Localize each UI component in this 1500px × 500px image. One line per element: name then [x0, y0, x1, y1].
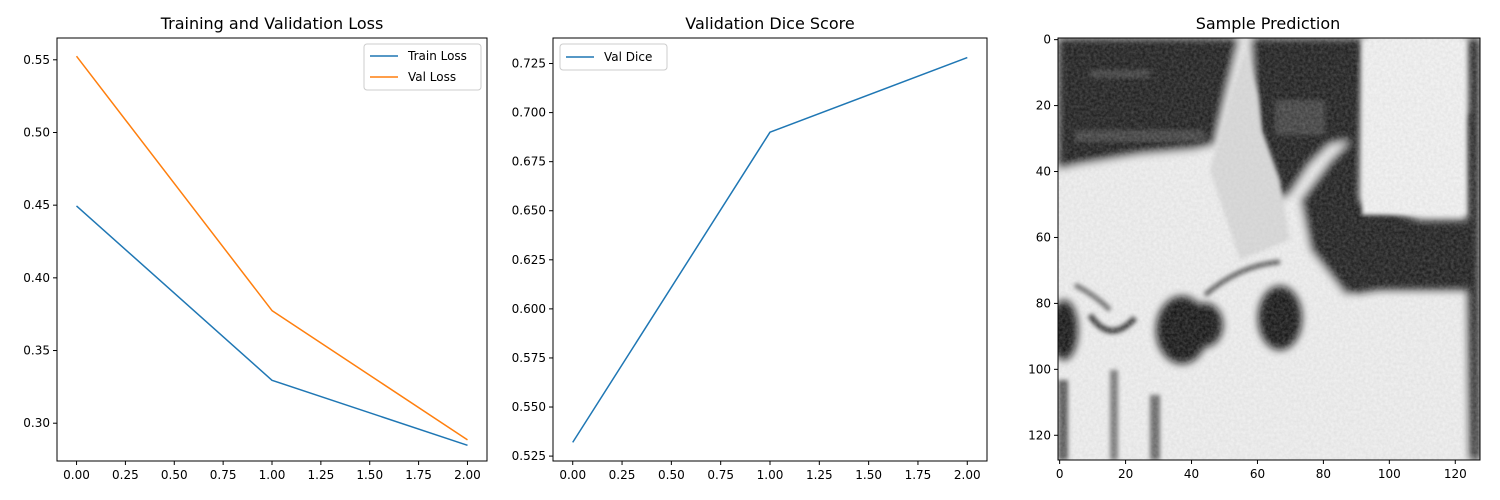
x-tick-label: 100 — [1378, 467, 1401, 481]
loss-x-axis: 0.00 0.25 0.50 0.75 1.00 1.25 1.50 1.75 2.00 — [63, 461, 481, 482]
series-line-val-loss — [75, 55, 468, 441]
x-tick-label: 80 — [1316, 467, 1331, 481]
y-tick-label: 0.40 — [23, 271, 50, 285]
x-tick-label: 0.25 — [609, 468, 636, 482]
x-tick-label: 1.50 — [855, 468, 882, 482]
y-tick-label: 120 — [1028, 428, 1051, 442]
series-line-val-dice — [572, 56, 968, 443]
series-line-train-loss — [76, 205, 468, 447]
dice-y-axis: 0.525 0.550 0.575 0.600 0.625 0.650 0.675 0.700… — [512, 57, 553, 463]
x-tick-label: 0.00 — [63, 468, 90, 482]
prediction-x-axis: 0 20 40 60 80 100 120 — [1056, 460, 1467, 481]
y-tick-label: 60 — [1036, 230, 1051, 244]
y-tick-label: 100 — [1028, 362, 1051, 376]
y-tick-label: 0.575 — [512, 351, 546, 365]
loss-chart-title: Training and Validation Loss — [160, 14, 384, 33]
x-tick-label: 0.00 — [559, 468, 586, 482]
prediction-y-axis: 0 20 40 60 80 100 120 — [1028, 33, 1058, 442]
x-tick-label: 1.00 — [259, 468, 286, 482]
x-tick-label: 1.75 — [405, 468, 432, 482]
x-tick-label: 1.25 — [806, 468, 833, 482]
y-tick-label: 0.600 — [512, 302, 546, 316]
x-tick-label: 2.00 — [454, 468, 481, 482]
x-tick-label: 0 — [1056, 467, 1064, 481]
legend-label-val-loss: Val Loss — [408, 70, 456, 84]
y-tick-label: 0.675 — [512, 155, 546, 169]
loss-chart: Training and Validation Loss 0.00 0.25 0.5… — [23, 14, 488, 482]
prediction-axes-frame — [1057, 37, 1481, 461]
y-tick-label: 0.700 — [512, 106, 546, 120]
prediction-title: Sample Prediction — [1196, 14, 1341, 33]
x-tick-label: 1.50 — [356, 468, 383, 482]
y-tick-label: 0.725 — [512, 57, 546, 71]
x-tick-label: 1.00 — [757, 468, 784, 482]
legend-label-train-loss: Train Loss — [407, 49, 467, 63]
x-tick-label: 0.50 — [161, 468, 188, 482]
legend-label-val-dice: Val Dice — [604, 50, 652, 64]
dice-axes-frame — [552, 37, 988, 462]
x-tick-label: 20 — [1118, 467, 1133, 481]
dice-chart-title: Validation Dice Score — [685, 14, 854, 33]
x-tick-label: 0.25 — [112, 468, 139, 482]
dice-chart: Validation Dice Score 0.00 0.25 0.50 0.75 1.… — [512, 14, 988, 482]
x-tick-label: 0.75 — [707, 468, 734, 482]
prediction-image — [1058, 38, 1480, 460]
y-tick-label: 0.35 — [23, 344, 50, 358]
x-tick-label: 40 — [1184, 467, 1199, 481]
loss-axes-frame — [56, 37, 488, 462]
y-tick-label: 0.30 — [23, 416, 50, 430]
y-tick-label: 40 — [1036, 165, 1051, 179]
x-tick-label: 120 — [1444, 467, 1467, 481]
y-tick-label: 80 — [1036, 296, 1051, 310]
x-tick-label: 1.25 — [308, 468, 335, 482]
x-tick-label: 0.50 — [658, 468, 685, 482]
dice-legend-box — [559, 43, 668, 71]
x-tick-label: 1.75 — [905, 468, 932, 482]
y-tick-label: 0.650 — [512, 204, 546, 218]
dice-plot-area — [572, 56, 968, 443]
x-tick-label: 2.00 — [954, 468, 981, 482]
x-tick-label: 60 — [1250, 467, 1265, 481]
y-tick-label: 0.55 — [23, 53, 50, 67]
x-tick-label: 0.75 — [210, 468, 237, 482]
dice-legend: Val Dice — [559, 43, 668, 71]
prediction-image-panel: Sample Prediction — [1028, 14, 1481, 481]
loss-legend: Train Loss Val Loss — [363, 43, 482, 91]
loss-plot-area — [75, 55, 468, 447]
y-tick-label: 20 — [1036, 99, 1051, 113]
y-tick-label: 0.525 — [512, 449, 546, 463]
dice-x-axis: 0.00 0.25 0.50 0.75 1.00 1.25 1.50 1.75 2.00 — [559, 461, 981, 482]
loss-y-axis: 0.30 0.35 0.40 0.45 0.50 0.55 — [23, 53, 57, 430]
y-tick-label: 0.625 — [512, 253, 546, 267]
y-tick-label: 0.550 — [512, 400, 546, 414]
y-tick-label: 0.50 — [23, 125, 50, 139]
y-tick-label: 0.45 — [23, 198, 50, 212]
y-tick-label: 0 — [1043, 33, 1051, 47]
